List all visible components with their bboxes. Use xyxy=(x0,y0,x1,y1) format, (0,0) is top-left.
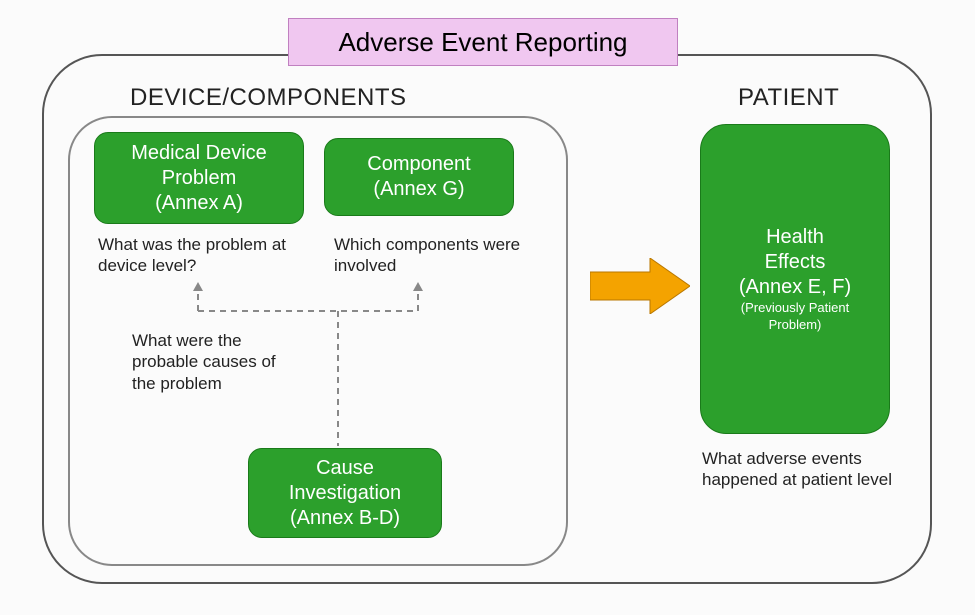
caption-cause: What were the probable causes of the pro… xyxy=(132,330,292,394)
box-comp-line1: Component xyxy=(367,152,470,177)
caption-comp: Which components were involved xyxy=(334,234,534,277)
box-health-line2: Effects xyxy=(765,250,826,275)
caption-health: What adverse events happened at patient … xyxy=(702,448,912,491)
box-component: Component (Annex G) xyxy=(324,138,514,216)
box-cause-line2: Investigation xyxy=(289,481,401,506)
box-cause-investigation: Cause Investigation (Annex B-D) xyxy=(248,448,442,538)
title-badge: Adverse Event Reporting xyxy=(288,18,678,66)
arrow-right-icon xyxy=(590,258,690,314)
box-cause-line3: (Annex B-D) xyxy=(290,506,400,531)
box-medical-device-problem: Medical Device Problem (Annex A) xyxy=(94,132,304,224)
title-text: Adverse Event Reporting xyxy=(338,27,627,58)
box-cause-line1: Cause xyxy=(316,456,374,481)
box-mdp-line2: Problem xyxy=(162,166,236,191)
box-comp-line2: (Annex G) xyxy=(373,177,464,202)
box-health-sub2: Problem) xyxy=(769,317,822,333)
caption-mdp: What was the problem at device level? xyxy=(98,234,318,277)
box-mdp-line1: Medical Device xyxy=(131,141,267,166)
box-health-line1: Health xyxy=(766,225,824,250)
box-health-sub1: (Previously Patient xyxy=(741,300,849,316)
patient-section-label: PATIENT xyxy=(738,84,839,112)
box-health-effects: Health Effects (Annex E, F) (Previously … xyxy=(700,124,890,434)
box-health-line3: (Annex E, F) xyxy=(739,275,851,300)
device-section-label: DEVICE/COMPONENTS xyxy=(130,84,407,112)
box-mdp-line3: (Annex A) xyxy=(155,191,243,216)
